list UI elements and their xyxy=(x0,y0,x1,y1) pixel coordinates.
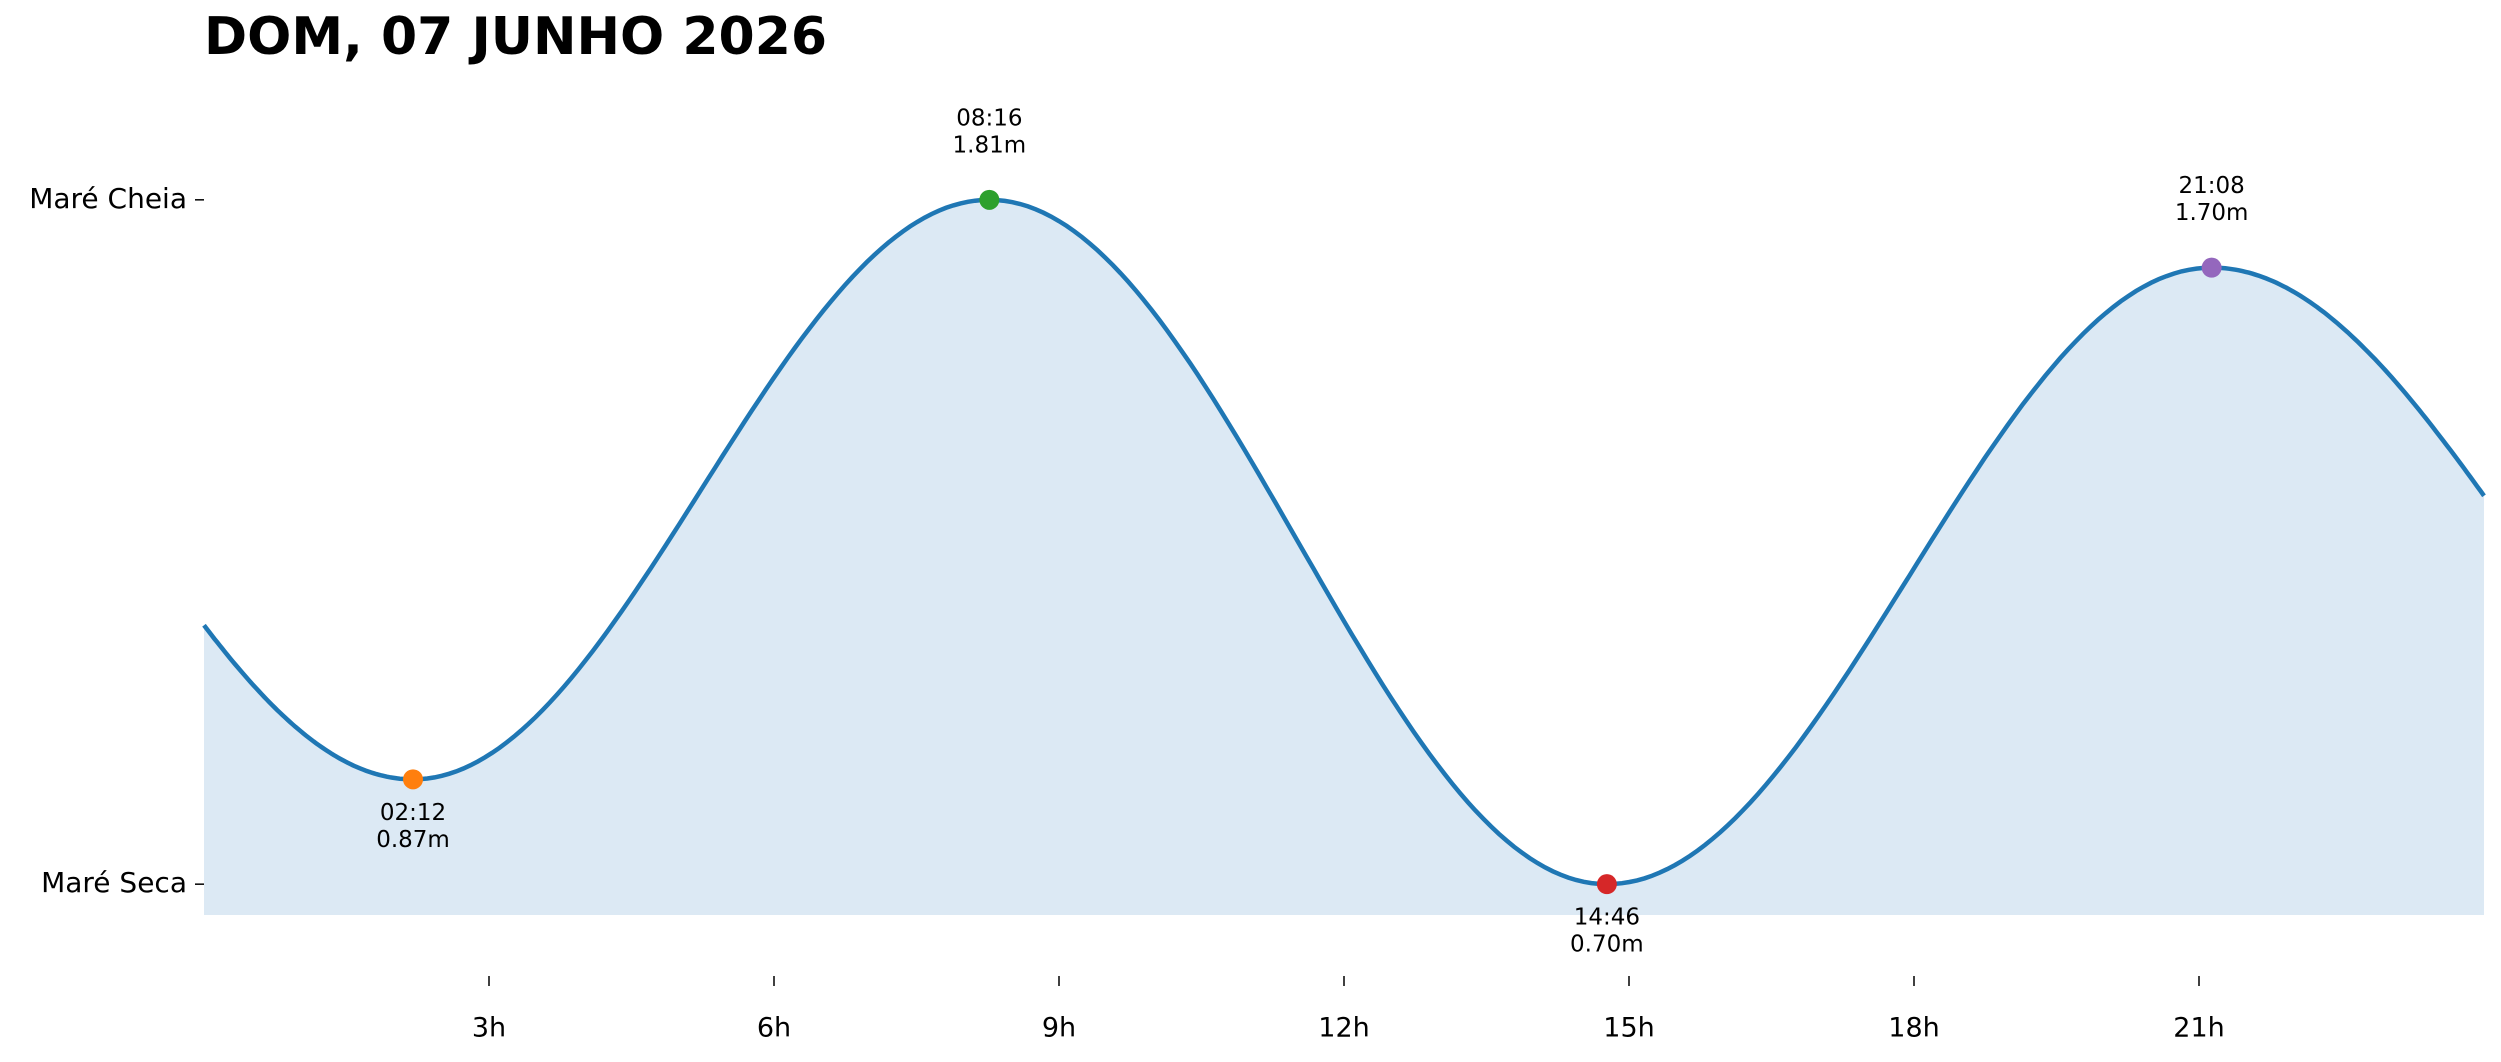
y-tick-label: Maré Cheia xyxy=(29,182,187,215)
tide-point xyxy=(403,769,423,790)
x-tick-label: 6h xyxy=(757,1013,791,1044)
x-tick-label: 15h xyxy=(1603,1013,1654,1044)
x-tick-label: 3h xyxy=(472,1013,506,1044)
x-tick-label: 21h xyxy=(2173,1013,2224,1044)
x-tick-label: 12h xyxy=(1318,1013,1369,1044)
tide-point xyxy=(979,189,1000,210)
point-value-label: 0.87m xyxy=(376,827,450,853)
chart-title: DOM, 07 JUNHO 2026 xyxy=(204,7,827,67)
tide-point xyxy=(2201,257,2222,278)
point-value-label: 1.81m xyxy=(953,132,1027,158)
area xyxy=(204,199,2484,916)
x-tick-label: 18h xyxy=(1888,1013,1939,1044)
point-time-label: 02:12 xyxy=(380,800,446,826)
point-value-label: 1.70m xyxy=(2175,200,2249,226)
point-value-label: 0.70m xyxy=(1570,932,1644,958)
tide-point xyxy=(1596,874,1617,895)
tide-line xyxy=(202,197,2486,887)
y-tick-label: Maré Seca xyxy=(41,866,187,899)
x-tick-label: 9h xyxy=(1042,1013,1076,1044)
point-time-label: 08:16 xyxy=(956,105,1022,131)
point-time-label: 14:46 xyxy=(1574,905,1640,931)
point-time-label: 21:08 xyxy=(2178,173,2244,199)
